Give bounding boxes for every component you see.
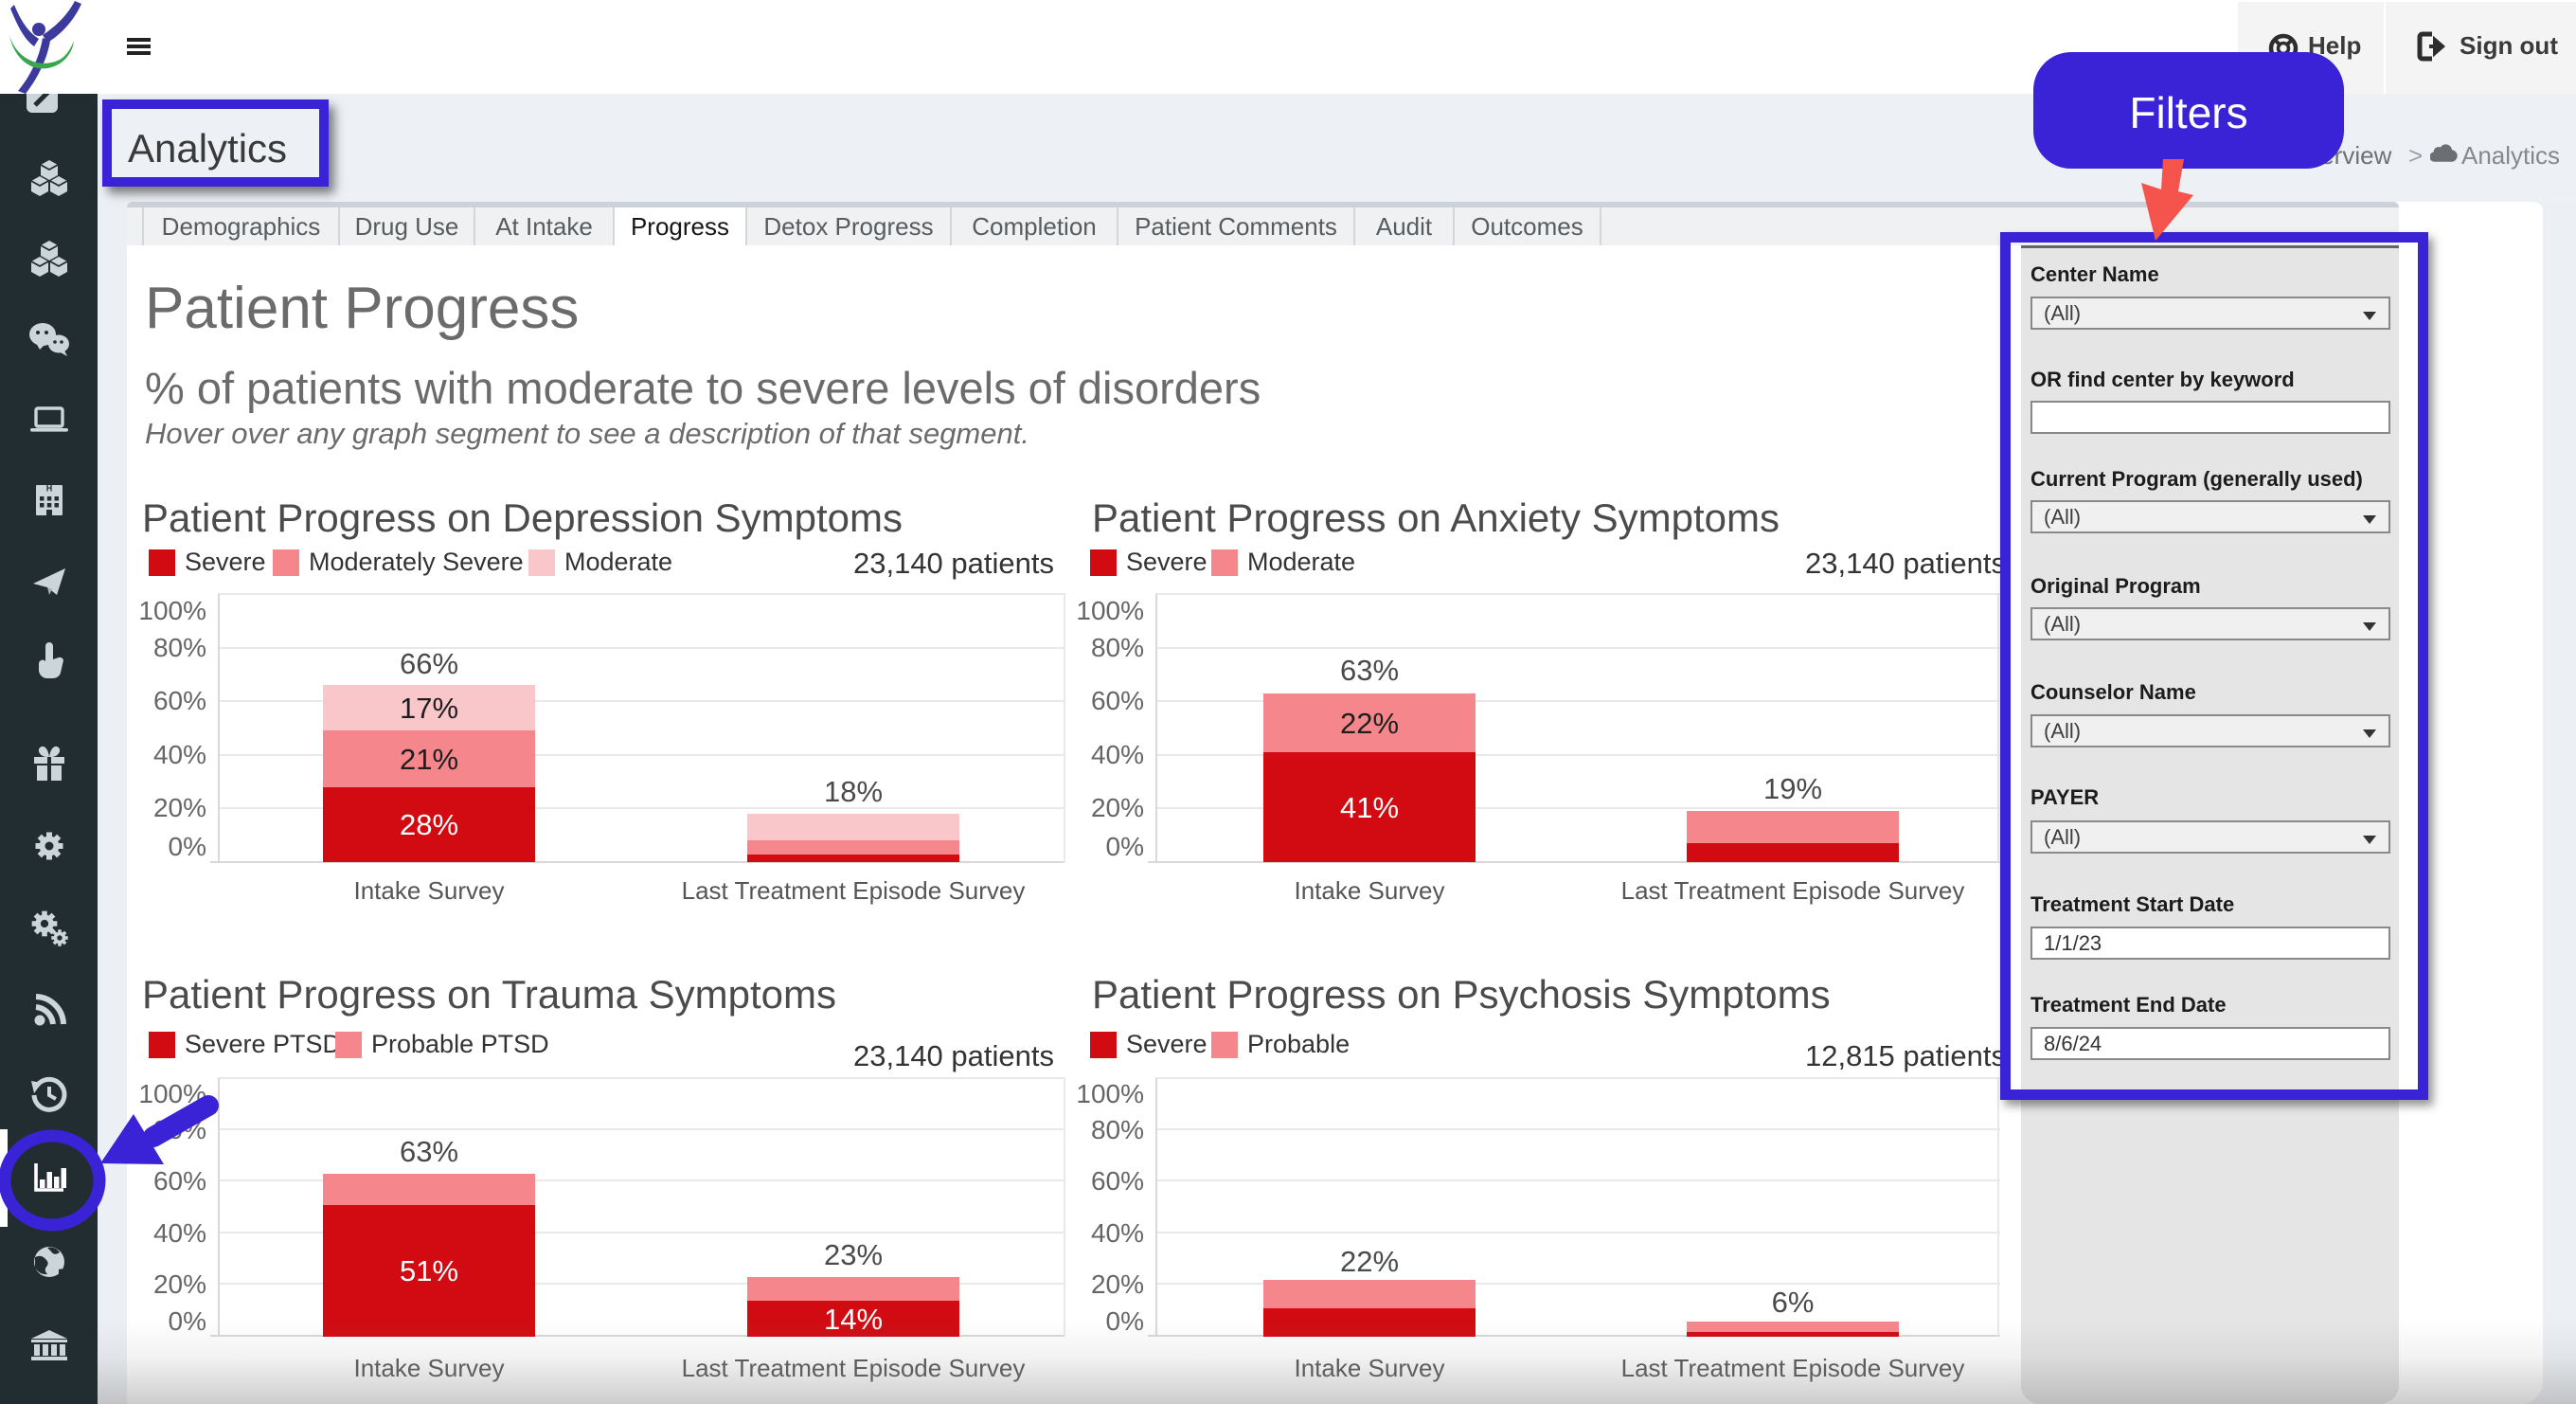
svg-text:H: H xyxy=(46,484,53,494)
